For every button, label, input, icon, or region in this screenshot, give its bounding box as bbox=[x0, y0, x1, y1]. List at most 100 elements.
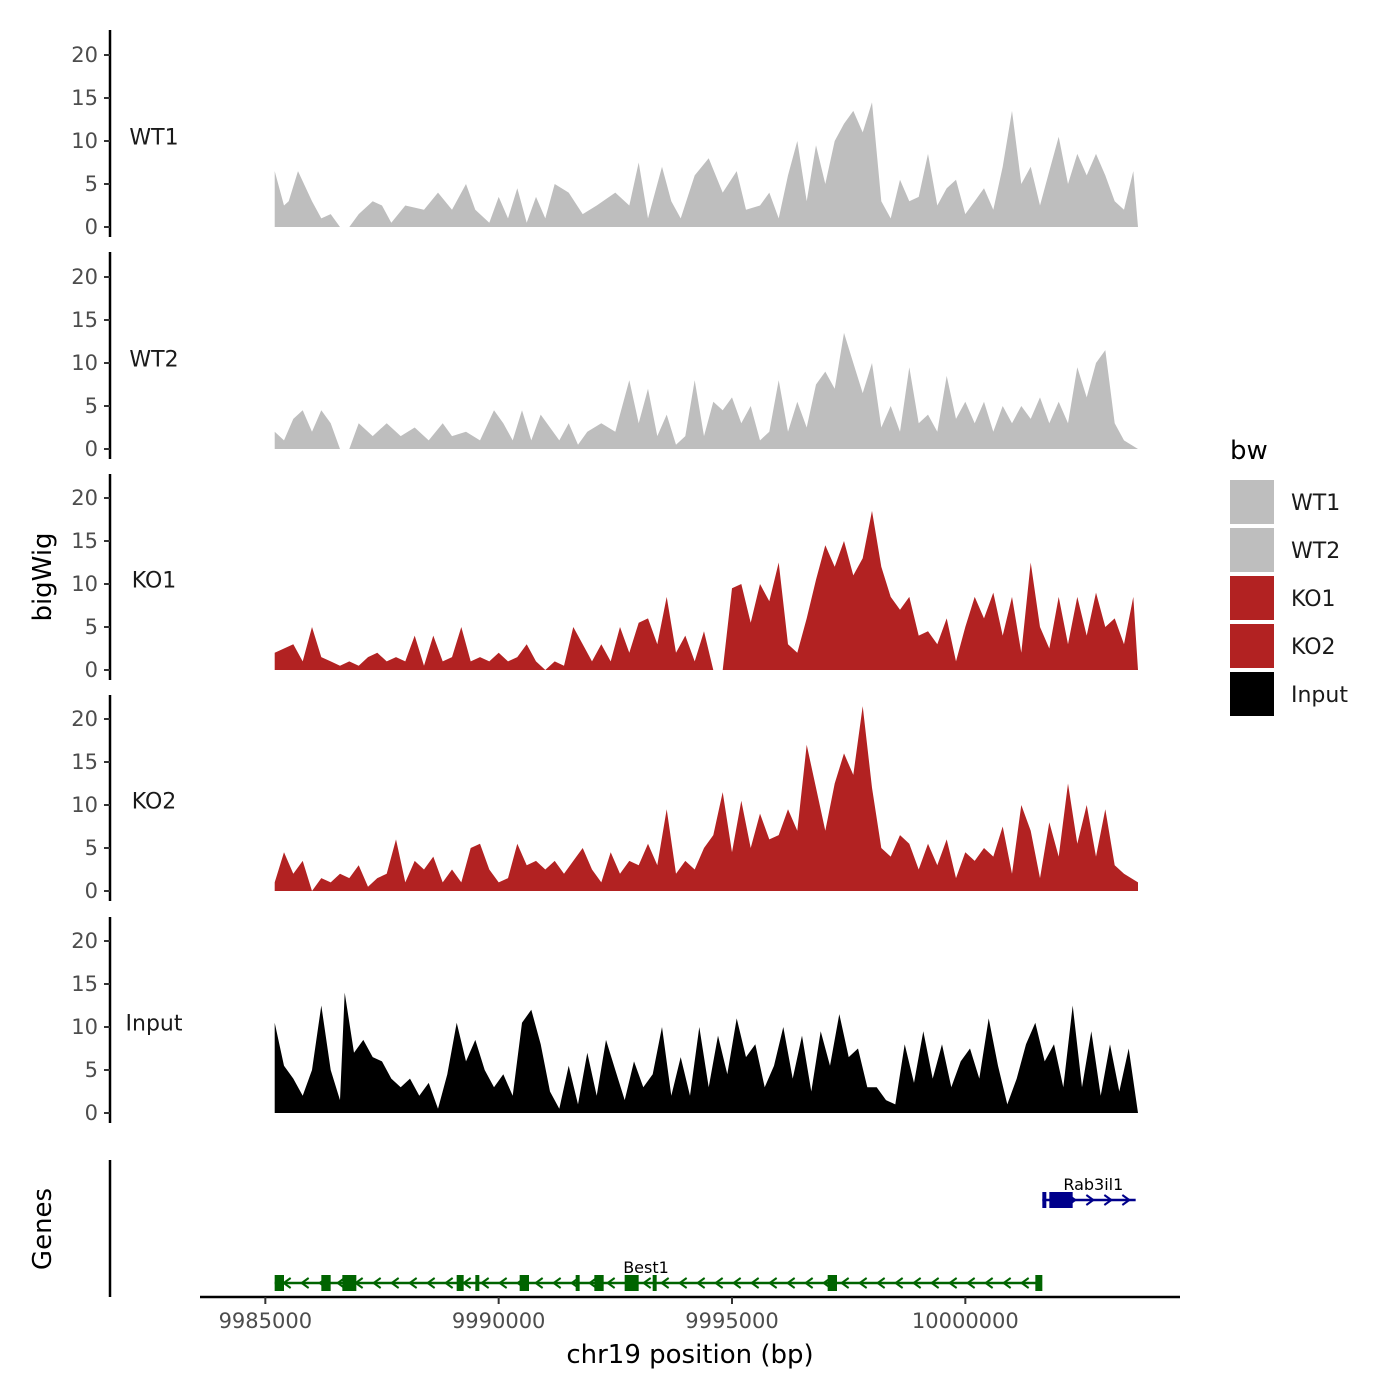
y-tick-label: 20 bbox=[71, 265, 98, 289]
gene-rab3il1: Rab3il1 bbox=[1042, 1175, 1136, 1208]
strand-arrow bbox=[713, 1277, 724, 1289]
strand-arrow bbox=[389, 1277, 400, 1289]
track-label: KO2 bbox=[132, 790, 177, 815]
strand-arrow bbox=[551, 1277, 562, 1289]
strand-arrow bbox=[479, 1277, 490, 1289]
strand-arrow bbox=[659, 1277, 670, 1289]
legend-swatch-ko1 bbox=[1230, 576, 1274, 620]
track-ko1: 0 5 10 15 20 KO1 bbox=[71, 474, 1138, 682]
strand-arrow bbox=[875, 1277, 886, 1289]
y-tick-label: 10 bbox=[71, 351, 98, 375]
strand-arrow bbox=[425, 1277, 436, 1289]
y-tick-label: 0 bbox=[85, 215, 98, 239]
y-tick-label: 20 bbox=[71, 486, 98, 510]
strand-arrow bbox=[1103, 1194, 1114, 1206]
x-tick-label: 9985000 bbox=[219, 1309, 313, 1333]
y-tick-label: 20 bbox=[71, 929, 98, 953]
track-label: WT2 bbox=[129, 348, 178, 373]
x-tick-label: 10000000 bbox=[912, 1309, 1019, 1333]
strand-arrow bbox=[407, 1277, 418, 1289]
area-ko2 bbox=[274, 706, 1138, 891]
gene-best1: Best1 bbox=[274, 1258, 1043, 1291]
y-tick-label: 5 bbox=[85, 394, 98, 418]
exon bbox=[519, 1275, 529, 1291]
strand-arrow bbox=[929, 1277, 940, 1289]
y-tick-label: 10 bbox=[71, 572, 98, 596]
bigwig-tracks: 0 5 10 15 20 WT1 0 5 10 15 20 WT2 0 5 10 15 20 KO1 0 5 10 15 2… bbox=[71, 30, 1138, 1125]
strand-arrow bbox=[1085, 1194, 1096, 1206]
gene-label: Best1 bbox=[623, 1258, 669, 1277]
strand-arrow bbox=[461, 1277, 472, 1289]
legend-label: WT2 bbox=[1291, 539, 1340, 564]
strand-arrow bbox=[947, 1277, 958, 1289]
legend-title: bw bbox=[1230, 436, 1268, 466]
legend-swatch-ko2 bbox=[1230, 624, 1274, 668]
strand-arrow bbox=[839, 1277, 850, 1289]
gene-label: Rab3il1 bbox=[1063, 1175, 1123, 1194]
legend-label: Input bbox=[1291, 683, 1348, 708]
y-axis-title: bigWig bbox=[28, 532, 58, 621]
exon bbox=[594, 1275, 604, 1291]
exon bbox=[1042, 1192, 1047, 1208]
y-tick-label: 0 bbox=[85, 437, 98, 461]
strand-arrow bbox=[767, 1277, 778, 1289]
strand-arrow bbox=[893, 1277, 904, 1289]
area-input bbox=[274, 992, 1138, 1113]
strand-arrow bbox=[695, 1277, 706, 1289]
exon bbox=[274, 1275, 284, 1291]
y-tick-label: 10 bbox=[71, 129, 98, 153]
legend-swatch-wt2 bbox=[1230, 528, 1274, 572]
strand-arrow bbox=[1121, 1194, 1132, 1206]
exon bbox=[1035, 1275, 1043, 1291]
y-tick-label: 0 bbox=[85, 879, 98, 903]
strand-arrow bbox=[749, 1277, 760, 1289]
x-axis-title: chr19 position (bp) bbox=[566, 1340, 813, 1370]
track-label: Input bbox=[126, 1012, 183, 1037]
strand-arrow bbox=[857, 1277, 868, 1289]
legend: bw WT1 WT2 KO1 KO2 Input bbox=[1230, 436, 1348, 716]
y-tick-label: 5 bbox=[85, 836, 98, 860]
y-tick-label: 5 bbox=[85, 172, 98, 196]
genes-axis-title: Genes bbox=[28, 1188, 58, 1270]
strand-arrow bbox=[497, 1277, 508, 1289]
strand-arrow bbox=[983, 1277, 994, 1289]
exon bbox=[624, 1275, 639, 1291]
exon bbox=[456, 1275, 464, 1291]
strand-arrow bbox=[965, 1277, 976, 1289]
track-wt2: 0 5 10 15 20 WT2 bbox=[71, 252, 1138, 461]
legend-swatch-wt1 bbox=[1230, 480, 1274, 524]
area-wt1 bbox=[274, 102, 1138, 227]
area-wt2 bbox=[274, 332, 1138, 449]
y-tick-label: 10 bbox=[71, 1015, 98, 1039]
x-tick-label: 9990000 bbox=[452, 1309, 546, 1333]
area-ko1 bbox=[274, 510, 1138, 670]
strand-arrow bbox=[299, 1277, 310, 1289]
y-tick-label: 20 bbox=[71, 43, 98, 67]
strand-arrow bbox=[785, 1277, 796, 1289]
exon bbox=[575, 1275, 580, 1291]
track-input: 0 5 10 15 20 Input bbox=[71, 917, 1138, 1125]
strand-arrow bbox=[803, 1277, 814, 1289]
exon bbox=[652, 1275, 657, 1291]
y-tick-label: 10 bbox=[71, 793, 98, 817]
exon bbox=[475, 1275, 480, 1291]
x-axis: 9985000 9990000 9995000 10000000 bbox=[200, 1295, 1180, 1333]
strand-arrow bbox=[641, 1277, 652, 1289]
x-tick-label: 9995000 bbox=[685, 1309, 779, 1333]
y-tick-label: 5 bbox=[85, 1058, 98, 1082]
strand-arrow bbox=[443, 1277, 454, 1289]
strand-arrow bbox=[533, 1277, 544, 1289]
y-tick-label: 0 bbox=[85, 658, 98, 682]
track-wt1: 0 5 10 15 20 WT1 bbox=[71, 30, 1138, 239]
y-tick-label: 5 bbox=[85, 615, 98, 639]
strand-arrow bbox=[371, 1277, 382, 1289]
y-tick-label: 15 bbox=[71, 308, 98, 332]
exon bbox=[827, 1275, 837, 1291]
genes-panel: Best1 Rab3il1 bbox=[108, 1160, 1136, 1297]
y-tick-label: 15 bbox=[71, 972, 98, 996]
exon bbox=[342, 1275, 357, 1291]
strand-arrow bbox=[1019, 1277, 1030, 1289]
exon bbox=[321, 1275, 331, 1291]
legend-label: KO2 bbox=[1291, 635, 1336, 660]
